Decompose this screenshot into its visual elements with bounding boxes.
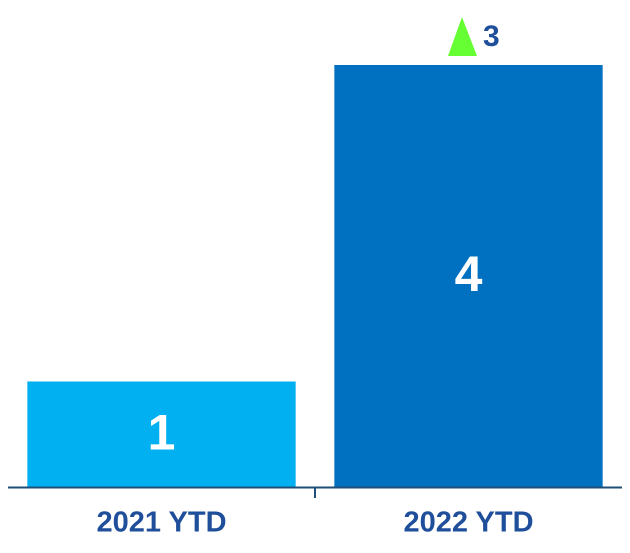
data-label: 1	[148, 404, 176, 460]
bar	[27, 381, 296, 487]
bar	[334, 65, 603, 487]
x-tick-label: 2022 YTD	[403, 507, 533, 539]
increase-icon	[448, 17, 477, 56]
difference-label: 3	[483, 20, 500, 53]
data-label: 4	[455, 246, 483, 302]
x-tick-label: 2021 YTD	[96, 507, 226, 539]
